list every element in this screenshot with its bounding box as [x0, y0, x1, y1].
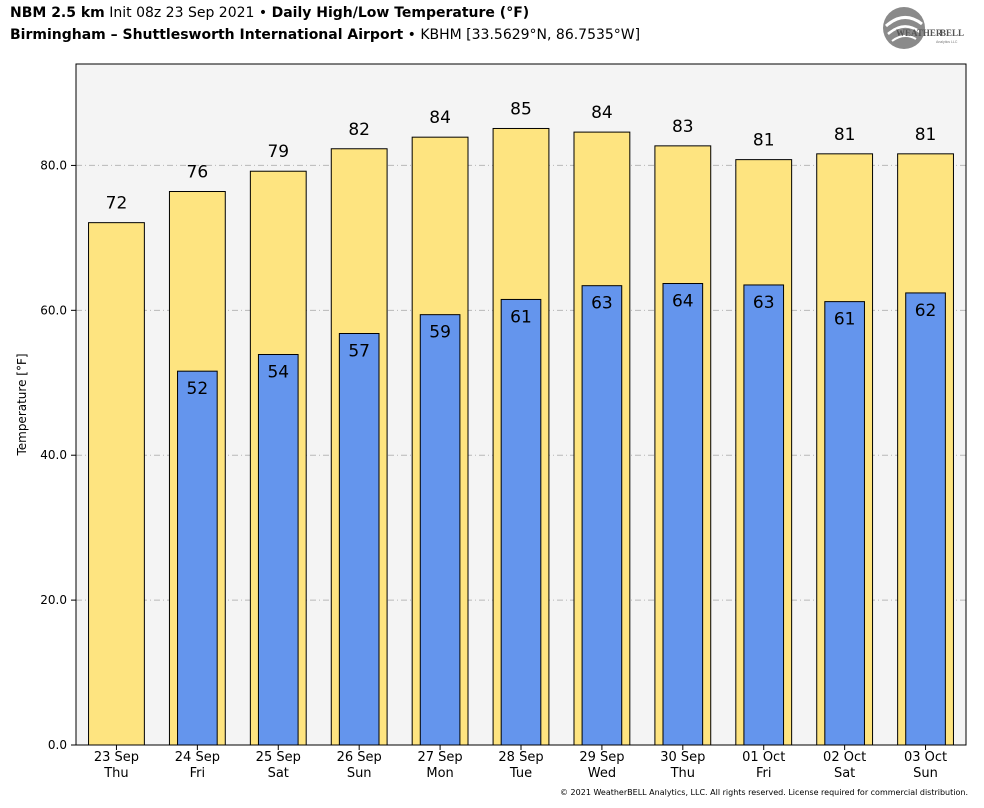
high-temp-label: 83 [672, 117, 694, 137]
high-temp-label: 84 [591, 103, 613, 123]
low-temp-label: 61 [510, 307, 532, 327]
weatherbell-logo: WEATHER BELL Analytics LLC [883, 7, 964, 49]
low-temp-bar [500, 298, 542, 746]
logo-subtext: Analytics LLC [936, 40, 958, 44]
y-tick-label: 60.0 [40, 303, 67, 317]
high-temp-label: 76 [187, 163, 209, 183]
high-temp-label: 81 [753, 131, 775, 151]
low-temp-label: 63 [753, 293, 775, 313]
low-temp-bar [743, 284, 785, 746]
low-temp-bar [177, 370, 218, 746]
high-temp-bar [88, 222, 145, 746]
station-name: Birmingham – Shuttlesworth International… [10, 27, 404, 43]
y-tick-label: 40.0 [40, 448, 67, 462]
x-tick-day-label: Sat [268, 766, 289, 781]
low-temp-bar [338, 333, 380, 746]
x-tick-date-label: 25 Sep [256, 750, 301, 765]
low-temp-label: 59 [429, 323, 451, 343]
x-tick-day-label: Fri [190, 766, 206, 781]
high-temp-label: 85 [510, 99, 532, 119]
high-temp-label: 72 [106, 194, 128, 214]
high-temp-label: 81 [915, 125, 937, 145]
x-tick-day-label: Sun [347, 766, 372, 781]
y-tick-label: 80.0 [40, 158, 67, 172]
low-temp-label: 64 [672, 292, 694, 312]
high-temp-label: 82 [348, 120, 370, 140]
chart-title-line-1: NBM 2.5 km Init 08z 23 Sep 2021 • Daily … [10, 5, 529, 21]
x-tick-date-label: 02 Oct [823, 750, 866, 765]
x-tick-date-label: 24 Sep [175, 750, 220, 765]
logo-text-plain: BELL [940, 28, 964, 38]
title-bullet: • [258, 5, 268, 21]
x-tick-date-label: 27 Sep [417, 750, 462, 765]
plot-frame [75, 63, 967, 746]
low-temp-label: 57 [348, 342, 370, 362]
product-name: Daily High/Low Temperature (°F) [271, 5, 530, 21]
x-tick-date-label: 28 Sep [498, 750, 543, 765]
low-temp-bar [905, 292, 946, 746]
x-tick-day-label: Tue [509, 766, 532, 781]
station-bullet: • [407, 27, 416, 43]
x-tick-day-label: Sat [834, 766, 855, 781]
low-temp-bar [824, 301, 865, 746]
low-temp-label: 54 [267, 363, 289, 383]
logo-text-bold: WEATHER [896, 28, 943, 38]
x-tick-day-label: Thu [103, 766, 128, 781]
model-name: NBM 2.5 km [10, 5, 105, 21]
low-temp-label: 52 [187, 379, 209, 399]
x-tick-date-label: 23 Sep [94, 750, 139, 765]
high-temp-label: 81 [834, 125, 856, 145]
x-tick-day-label: Mon [426, 766, 453, 781]
x-tick-date-label: 26 Sep [337, 750, 382, 765]
high-temp-label: 84 [429, 108, 451, 128]
low-temp-bar [581, 285, 623, 746]
high-temp-label: 79 [267, 142, 289, 162]
x-tick-date-label: 03 Oct [904, 750, 947, 765]
low-temp-label: 63 [591, 294, 613, 314]
x-tick-day-label: Thu [670, 766, 695, 781]
init-time: Init 08z 23 Sep 2021 [109, 5, 255, 21]
x-tick-date-label: 30 Sep [660, 750, 705, 765]
low-temp-bar [662, 283, 704, 746]
y-axis-label: Temperature [°F] [15, 353, 29, 456]
x-tick-day-label: Fri [756, 766, 772, 781]
x-tick-date-label: 01 Oct [742, 750, 785, 765]
x-tick-date-label: 29 Sep [579, 750, 624, 765]
low-temp-label: 62 [915, 301, 937, 321]
y-tick-label: 20.0 [40, 593, 67, 607]
x-tick-day-label: Wed [588, 766, 616, 781]
chart-title-line-2: Birmingham – Shuttlesworth International… [10, 27, 640, 43]
x-tick-day-label: Sun [913, 766, 938, 781]
low-temp-label: 61 [834, 310, 856, 330]
low-temp-bar [257, 354, 299, 746]
station-info: KBHM [33.5629°N, 86.7535°W] [420, 27, 641, 43]
copyright-footer: © 2021 WeatherBELL Analytics, LLC. All r… [560, 788, 968, 797]
y-tick-label: 0.0 [48, 738, 67, 752]
low-temp-bar [419, 314, 461, 746]
